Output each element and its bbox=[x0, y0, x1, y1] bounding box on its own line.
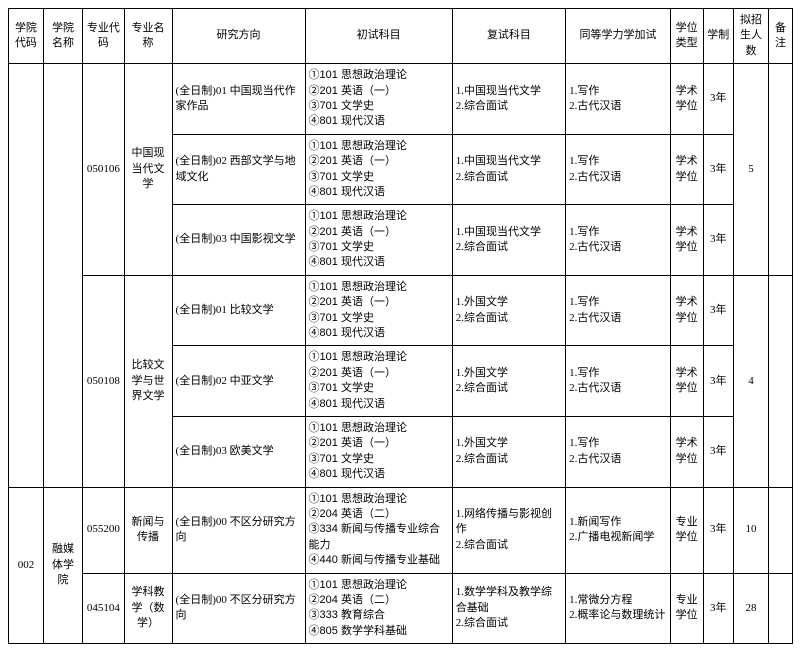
degree-type: 学术学位 bbox=[670, 346, 703, 417]
major-name: 新闻与传播 bbox=[124, 487, 172, 573]
college-code bbox=[9, 64, 44, 487]
equivalent-exam: 1.写作2.古代汉语 bbox=[566, 416, 671, 487]
equivalent-exam: 1.写作2.古代汉语 bbox=[566, 275, 671, 346]
degree-type: 学术学位 bbox=[670, 275, 703, 346]
research-direction: (全日制)00 不区分研究方向 bbox=[172, 573, 305, 644]
second-exam-subjects: 1.外国文学2.综合面试 bbox=[452, 346, 565, 417]
first-exam-subjects: ①101 思想政治理论②204 英语（二）③334 新闻与传播专业综合能力④44… bbox=[305, 487, 452, 573]
degree-type: 学术学位 bbox=[670, 134, 703, 205]
col-header-8: 学位类型 bbox=[670, 9, 703, 64]
first-exam-subjects: ①101 思想政治理论②201 英语（一）③701 文学史④801 现代汉语 bbox=[305, 275, 452, 346]
major-code: 050108 bbox=[83, 275, 124, 487]
first-exam-subjects: ①101 思想政治理论②201 英语（一）③701 文学史④801 现代汉语 bbox=[305, 346, 452, 417]
college-code: 002 bbox=[9, 487, 44, 644]
equivalent-exam: 1.新闻写作2.广播电视新闻学 bbox=[566, 487, 671, 573]
second-exam-subjects: 1.网络传播与影视创作2.综合面试 bbox=[452, 487, 565, 573]
table-row: 050106中国现当代文学(全日制)01 中国现当代作家作品①101 思想政治理… bbox=[9, 64, 793, 135]
first-exam-subjects: ①101 思想政治理论②201 英语（一）③701 文学史④801 现代汉语 bbox=[305, 134, 452, 205]
degree-type: 学术学位 bbox=[670, 205, 703, 276]
major-name: 中国现当代文学 bbox=[124, 64, 172, 276]
table-body: 050106中国现当代文学(全日制)01 中国现当代作家作品①101 思想政治理… bbox=[9, 64, 793, 644]
first-exam-subjects: ①101 思想政治理论②204 英语（二）③333 教育综合④805 数学学科基… bbox=[305, 573, 452, 644]
equivalent-exam: 1.写作2.古代汉语 bbox=[566, 346, 671, 417]
table-row: 050108比较文学与世界文学(全日制)01 比较文学①101 思想政治理论②2… bbox=[9, 275, 793, 346]
second-exam-subjects: 1.外国文学2.综合面试 bbox=[452, 275, 565, 346]
research-direction: (全日制)00 不区分研究方向 bbox=[172, 487, 305, 573]
table-row: 002融媒体学院055200新闻与传播(全日制)00 不区分研究方向①101 思… bbox=[9, 487, 793, 573]
degree-type: 学术学位 bbox=[670, 64, 703, 135]
table-header-row: 学院代码学院名称专业代码专业名称研究方向初试科目复试科目同等学力学加试学位类型学… bbox=[9, 9, 793, 64]
first-exam-subjects: ①101 思想政治理论②201 英语（一）③701 文学史④801 现代汉语 bbox=[305, 64, 452, 135]
col-header-7: 同等学力学加试 bbox=[566, 9, 671, 64]
second-exam-subjects: 1.外国文学2.综合面试 bbox=[452, 416, 565, 487]
research-direction: (全日制)03 欧美文学 bbox=[172, 416, 305, 487]
study-years: 3年 bbox=[703, 487, 734, 573]
college-name: 融媒体学院 bbox=[43, 487, 82, 644]
study-years: 3年 bbox=[703, 416, 734, 487]
research-direction: (全日制)02 中亚文学 bbox=[172, 346, 305, 417]
research-direction: (全日制)01 比较文学 bbox=[172, 275, 305, 346]
study-years: 3年 bbox=[703, 275, 734, 346]
col-header-0: 学院代码 bbox=[9, 9, 44, 64]
major-code: 055200 bbox=[83, 487, 124, 573]
col-header-5: 初试科目 bbox=[305, 9, 452, 64]
major-code: 050106 bbox=[83, 64, 124, 276]
research-direction: (全日制)03 中国影视文学 bbox=[172, 205, 305, 276]
col-header-2: 专业代码 bbox=[83, 9, 124, 64]
equivalent-exam: 1.写作2.古代汉语 bbox=[566, 64, 671, 135]
first-exam-subjects: ①101 思想政治理论②201 英语（一）③701 文学史④801 现代汉语 bbox=[305, 416, 452, 487]
study-years: 3年 bbox=[703, 205, 734, 276]
degree-type: 专业学位 bbox=[670, 573, 703, 644]
research-direction: (全日制)01 中国现当代作家作品 bbox=[172, 64, 305, 135]
planned-enrollment: 28 bbox=[734, 573, 769, 644]
second-exam-subjects: 1.中国现当代文学2.综合面试 bbox=[452, 134, 565, 205]
degree-type: 专业学位 bbox=[670, 487, 703, 573]
study-years: 3年 bbox=[703, 346, 734, 417]
study-years: 3年 bbox=[703, 573, 734, 644]
admissions-table: 学院代码学院名称专业代码专业名称研究方向初试科目复试科目同等学力学加试学位类型学… bbox=[8, 8, 793, 644]
research-direction: (全日制)02 西部文学与地域文化 bbox=[172, 134, 305, 205]
equivalent-exam: 1.写作2.古代汉语 bbox=[566, 205, 671, 276]
major-name: 比较文学与世界文学 bbox=[124, 275, 172, 487]
remark bbox=[768, 64, 792, 276]
study-years: 3年 bbox=[703, 134, 734, 205]
col-header-10: 拟招生人数 bbox=[734, 9, 769, 64]
planned-enrollment: 4 bbox=[734, 275, 769, 487]
first-exam-subjects: ①101 思想政治理论②201 英语（一）③701 文学史④801 现代汉语 bbox=[305, 205, 452, 276]
equivalent-exam: 1.写作2.古代汉语 bbox=[566, 134, 671, 205]
col-header-4: 研究方向 bbox=[172, 9, 305, 64]
remark bbox=[768, 573, 792, 644]
remark bbox=[768, 487, 792, 573]
col-header-3: 专业名称 bbox=[124, 9, 172, 64]
second-exam-subjects: 1.中国现当代文学2.综合面试 bbox=[452, 64, 565, 135]
study-years: 3年 bbox=[703, 64, 734, 135]
table-row: 045104学科教学（数学）(全日制)00 不区分研究方向①101 思想政治理论… bbox=[9, 573, 793, 644]
col-header-11: 备注 bbox=[768, 9, 792, 64]
planned-enrollment: 5 bbox=[734, 64, 769, 276]
degree-type: 学术学位 bbox=[670, 416, 703, 487]
major-code: 045104 bbox=[83, 573, 124, 644]
col-header-9: 学制 bbox=[703, 9, 734, 64]
second-exam-subjects: 1.数学学科及教学综合基础2.综合面试 bbox=[452, 573, 565, 644]
second-exam-subjects: 1.中国现当代文学2.综合面试 bbox=[452, 205, 565, 276]
equivalent-exam: 1.常微分方程2.概率论与数理统计 bbox=[566, 573, 671, 644]
planned-enrollment: 10 bbox=[734, 487, 769, 573]
col-header-6: 复试科目 bbox=[452, 9, 565, 64]
major-name: 学科教学（数学） bbox=[124, 573, 172, 644]
college-name bbox=[43, 64, 82, 487]
remark bbox=[768, 275, 792, 487]
col-header-1: 学院名称 bbox=[43, 9, 82, 64]
